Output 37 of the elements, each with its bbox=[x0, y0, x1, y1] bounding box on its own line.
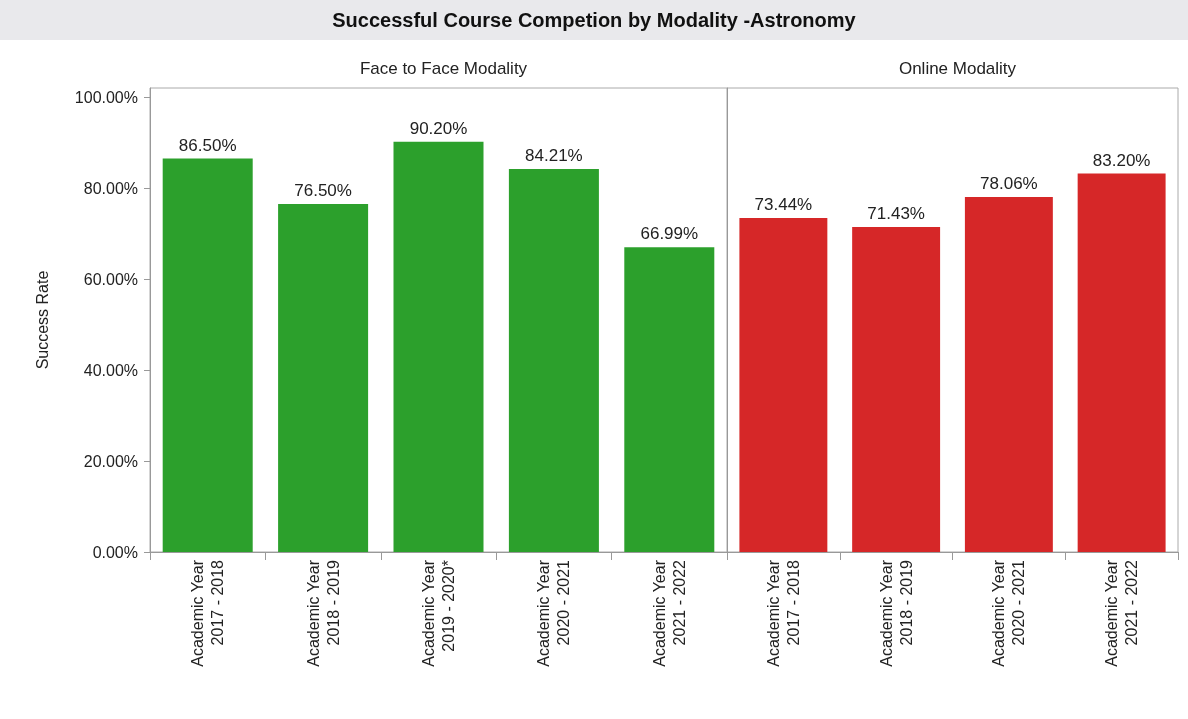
y-tick-label: 0.00% bbox=[92, 543, 138, 561]
data-label: 84.21% bbox=[525, 145, 583, 165]
data-label: 78.06% bbox=[980, 173, 1038, 193]
x-tick-label: Academic Year 2018 - 2019 bbox=[877, 559, 915, 667]
bar bbox=[1077, 173, 1166, 552]
x-tick-label: Academic Year 2021 - 2022 bbox=[650, 559, 688, 667]
data-label: 66.99% bbox=[640, 224, 699, 244]
x-tick-label: Academic Year 2019 - 2020* bbox=[420, 559, 457, 667]
y-axis-title: Success Rate bbox=[33, 270, 51, 370]
chart-subtitle: Online Modality bbox=[898, 59, 1017, 78]
x-tick-label: Academic Year 2018 - 2019 bbox=[304, 559, 342, 667]
x-tick-label: Academic Year 2020 - 2021 bbox=[535, 559, 573, 667]
bar bbox=[624, 247, 715, 552]
bar bbox=[964, 196, 1053, 552]
x-tick-label: Academic Year 2021 - 2022 bbox=[1103, 559, 1141, 667]
bar bbox=[852, 227, 941, 552]
x-tick-label: Academic Year 2017 - 2018 bbox=[764, 559, 802, 667]
chart-subtitle: Face to Face Modality bbox=[359, 59, 528, 78]
data-label: 71.43% bbox=[867, 204, 925, 224]
y-tick-label: 60.00% bbox=[83, 270, 138, 288]
bar bbox=[393, 141, 484, 552]
y-tick-label: 20.00% bbox=[83, 452, 138, 470]
data-label: 83.20% bbox=[1092, 150, 1151, 170]
bar bbox=[278, 204, 369, 552]
y-tick-label: 40.00% bbox=[83, 361, 138, 379]
y-tick-label: 100.00% bbox=[74, 88, 138, 106]
bar bbox=[508, 168, 599, 552]
data-label: 73.44% bbox=[754, 194, 813, 214]
data-label: 76.50% bbox=[294, 181, 352, 200]
chart-title: Successful Course Competion by Modality -Astronomy bbox=[0, 0, 1188, 40]
x-tick-label: Academic Year 2020 - 2021 bbox=[990, 559, 1028, 667]
y-tick-label: 80.00% bbox=[83, 179, 138, 197]
bar bbox=[162, 158, 253, 552]
data-label: 86.50% bbox=[178, 135, 237, 155]
x-tick-label: Academic Year 2017 - 2018 bbox=[189, 559, 227, 667]
bar bbox=[739, 217, 828, 552]
data-label: 90.20% bbox=[409, 118, 468, 138]
